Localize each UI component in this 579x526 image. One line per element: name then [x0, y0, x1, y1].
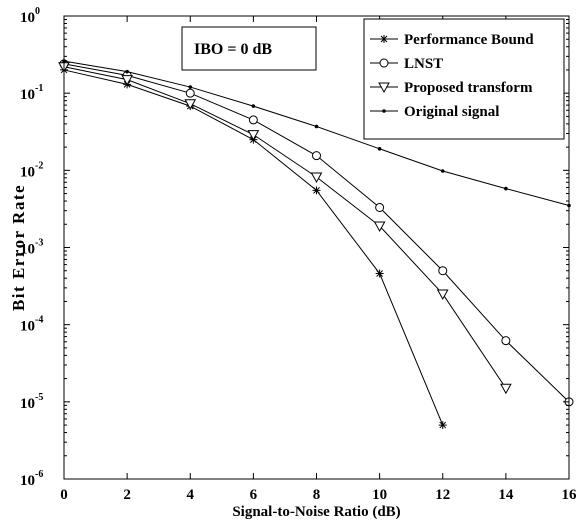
x-tick-label: 8 — [313, 487, 321, 503]
y-tick-label: 100 — [20, 6, 40, 26]
y-tick-label: 10-4 — [20, 315, 43, 335]
x-tick-label: 6 — [250, 487, 258, 503]
legend-label: LNST — [404, 56, 443, 72]
marker-triangle-down — [500, 383, 512, 395]
marker-triangle-down — [184, 99, 197, 110]
plot-layer — [58, 59, 574, 430]
marker-triangle-down — [378, 82, 390, 94]
annotation-box: IBO = 0 dB — [181, 26, 317, 71]
y-tick-label: 10-6 — [20, 469, 43, 489]
marker-triangle-down — [373, 221, 386, 233]
legend-entry: LNST — [370, 56, 443, 72]
marker-star — [375, 269, 384, 278]
marker-triangle-down — [436, 289, 449, 300]
marker-dot — [125, 69, 129, 74]
x-tick-label: 14 — [498, 487, 514, 503]
legend: Performance Bound LNST Proposed transform O… — [363, 18, 565, 140]
marker-circle — [379, 58, 389, 68]
x-tick-label: 10 — [372, 487, 387, 503]
legend-label: Proposed transform — [404, 80, 533, 96]
marker-triangle-down — [310, 172, 323, 184]
marker-circle — [438, 266, 448, 276]
y-tick-label: 10-5 — [20, 392, 43, 412]
marker-dot — [382, 109, 386, 113]
marker-star — [438, 421, 447, 430]
marker-triangle-down — [247, 130, 260, 141]
marker-circle — [248, 115, 258, 125]
marker-dot — [314, 124, 319, 129]
marker-dot — [504, 186, 508, 191]
x-tick-label: 0 — [60, 487, 68, 503]
x-axis-label: Signal-to-Noise Ratio (dB) — [232, 504, 400, 520]
ticks-layer: 0 2 4 6 8 10 12 14 16 10-6 10-5 10-4 10-3 10-2 10-1 100 — [20, 6, 577, 503]
marker-circle — [312, 151, 321, 161]
marker-circle — [501, 336, 511, 346]
legend-entry: Performance Bound — [370, 32, 534, 48]
x-tick-label: 2 — [123, 487, 131, 503]
legend-label: Original signal — [404, 104, 499, 120]
annotation-frame — [181, 26, 317, 71]
y-tick-label: 10-3 — [20, 238, 43, 258]
series-2 — [58, 62, 512, 395]
legend-entry: Original signal — [370, 104, 499, 120]
annotation-text: IBO = 0 dB — [194, 41, 272, 58]
marker-dot — [188, 85, 193, 89]
marker-dot — [440, 169, 445, 173]
marker-dot — [377, 147, 382, 151]
marker-star — [380, 35, 388, 43]
y-tick-label: 10-1 — [20, 83, 43, 103]
legend-label: Performance Bound — [404, 32, 534, 48]
marker-triangle-down — [121, 75, 133, 86]
series-line — [63, 66, 507, 389]
legend-entry: Proposed transform — [370, 80, 533, 96]
marker-star — [312, 186, 321, 195]
marker-dot — [251, 104, 256, 108]
marker-circle — [185, 88, 195, 98]
y-tick-label: 10-2 — [20, 160, 43, 180]
series-3 — [62, 59, 571, 208]
x-tick-label: 16 — [562, 487, 578, 503]
y-axis-label: Bit Error Rate — [9, 184, 28, 311]
marker-circle — [375, 202, 385, 212]
x-tick-label: 12 — [435, 487, 450, 503]
x-tick-label: 4 — [187, 487, 195, 503]
